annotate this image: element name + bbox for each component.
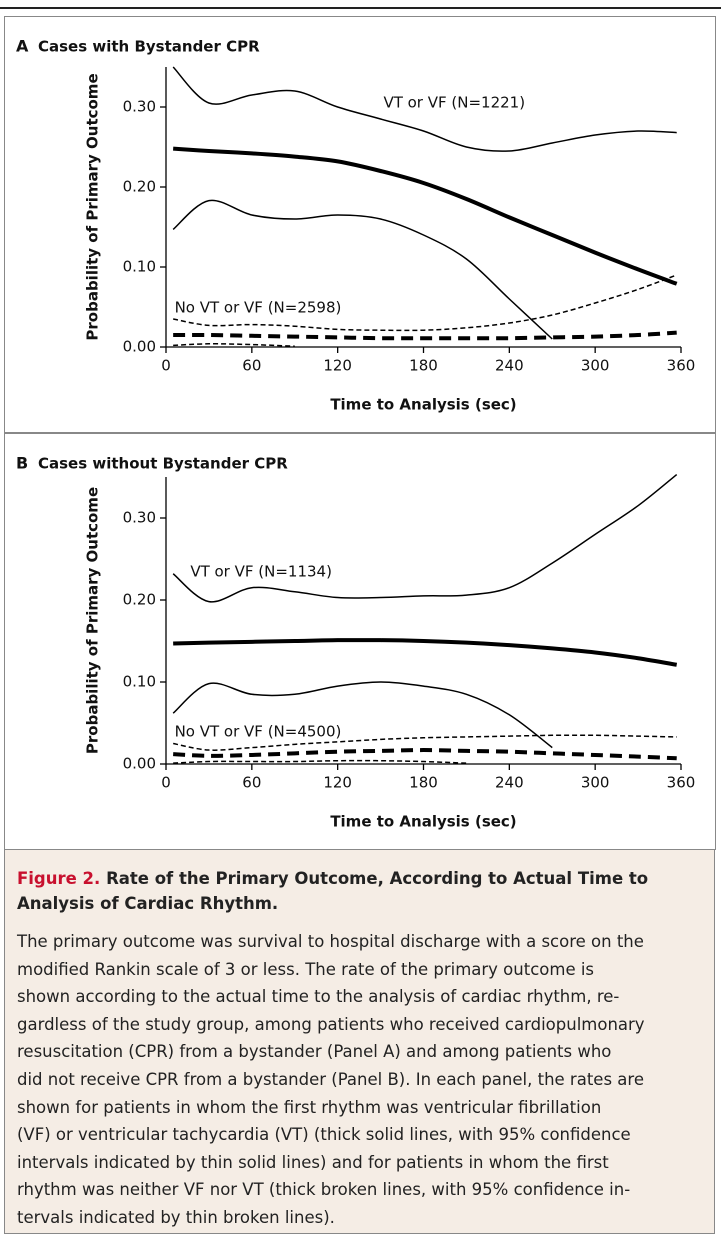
x-tick-label: 60 xyxy=(242,774,261,792)
annotation: VT or VF (N=1221) xyxy=(383,94,525,112)
y-tick-label: 0.20 xyxy=(123,591,156,609)
x-tick-label: 60 xyxy=(242,357,261,375)
y-tick-label: 0.00 xyxy=(123,338,156,356)
x-tick-label: 0 xyxy=(161,774,171,792)
series-line xyxy=(173,343,295,347)
x-tick-label: 120 xyxy=(323,357,352,375)
panel-label: A xyxy=(16,37,29,56)
annotation: VT or VF (N=1134) xyxy=(190,563,332,581)
series-line xyxy=(172,473,678,603)
caption-line: intervals indicated by thin solid lines)… xyxy=(17,1152,609,1172)
x-tick-label: 180 xyxy=(409,357,438,375)
caption-line: did not receive CPR from a bystander (Pa… xyxy=(17,1069,644,1089)
series-line xyxy=(173,638,678,667)
caption: Figure 2. Rate of the Primary Outcome, A… xyxy=(4,850,715,1234)
panel-label: B xyxy=(16,454,28,473)
x-axis-label: Time to Analysis (sec) xyxy=(330,813,516,831)
figure: A Cases with Bystander CPR 0.00 0.10 0.20 0.3… xyxy=(0,7,721,850)
panel-frame xyxy=(4,433,716,850)
figure-label: Figure 2. xyxy=(17,869,101,888)
series-line xyxy=(172,681,553,749)
caption-line: resuscitation (CPR) from a bystander (Pa… xyxy=(17,1042,612,1062)
panel-title: Cases without Bystander CPR xyxy=(38,455,288,473)
annotation: No VT or VF (N=4500) xyxy=(175,723,342,741)
x-tick-label: 240 xyxy=(495,774,524,792)
panel-title: Cases with Bystander CPR xyxy=(38,38,260,56)
series-line xyxy=(173,734,677,751)
y-axis-label: Probability of Primary Outcome xyxy=(84,487,102,754)
series-line xyxy=(173,146,678,286)
caption-heading: Rate of the Primary Outcome, According t… xyxy=(17,869,649,913)
x-tick-label: 120 xyxy=(323,774,352,792)
y-tick-label: 0.10 xyxy=(123,673,156,691)
caption-line: (VF) or ventricular tachycardia (VT) (th… xyxy=(17,1125,631,1145)
panel-frame xyxy=(4,16,716,433)
caption-line: gardless of the study group, among patie… xyxy=(17,1014,645,1034)
caption-title: Figure 2. Rate of the Primary Outcome, A… xyxy=(17,866,702,916)
series-line xyxy=(173,748,677,761)
x-tick-label: 0 xyxy=(161,357,171,375)
y-tick-label: 0.10 xyxy=(123,258,156,276)
caption-line: shown according to the actual time to th… xyxy=(17,987,620,1007)
y-tick-label: 0.30 xyxy=(123,98,156,116)
y-tick-label: 0.30 xyxy=(123,509,156,527)
series-line xyxy=(173,330,677,341)
x-tick-label: 360 xyxy=(667,774,696,792)
caption-body: The primary outcome was survival to hosp… xyxy=(17,928,702,1232)
caption-line: rhythm was neither VF nor VT (thick brok… xyxy=(17,1180,631,1200)
series-line xyxy=(173,759,467,764)
y-tick-label: 0.00 xyxy=(123,755,156,773)
series-line xyxy=(172,199,553,340)
series-line xyxy=(172,66,677,152)
x-tick-label: 360 xyxy=(667,357,696,375)
caption-line: modified Rankin scale of 3 or less. The … xyxy=(17,959,595,979)
x-tick-label: 300 xyxy=(581,774,610,792)
caption-line: tervals indicated by thin broken lines). xyxy=(17,1207,335,1227)
x-axis-label: Time to Analysis (sec) xyxy=(330,396,516,414)
x-tick-label: 240 xyxy=(495,357,524,375)
x-tick-label: 180 xyxy=(409,774,438,792)
caption-line: The primary outcome was survival to hosp… xyxy=(17,932,644,951)
x-tick-label: 300 xyxy=(581,357,610,375)
series-line xyxy=(173,274,677,332)
caption-line: shown for patients in whom the first rhy… xyxy=(17,1097,602,1117)
y-tick-label: 0.20 xyxy=(123,178,156,196)
y-axis-label: Probability of Primary Outcome xyxy=(84,73,102,340)
annotation: No VT or VF (N=2598) xyxy=(175,298,342,316)
